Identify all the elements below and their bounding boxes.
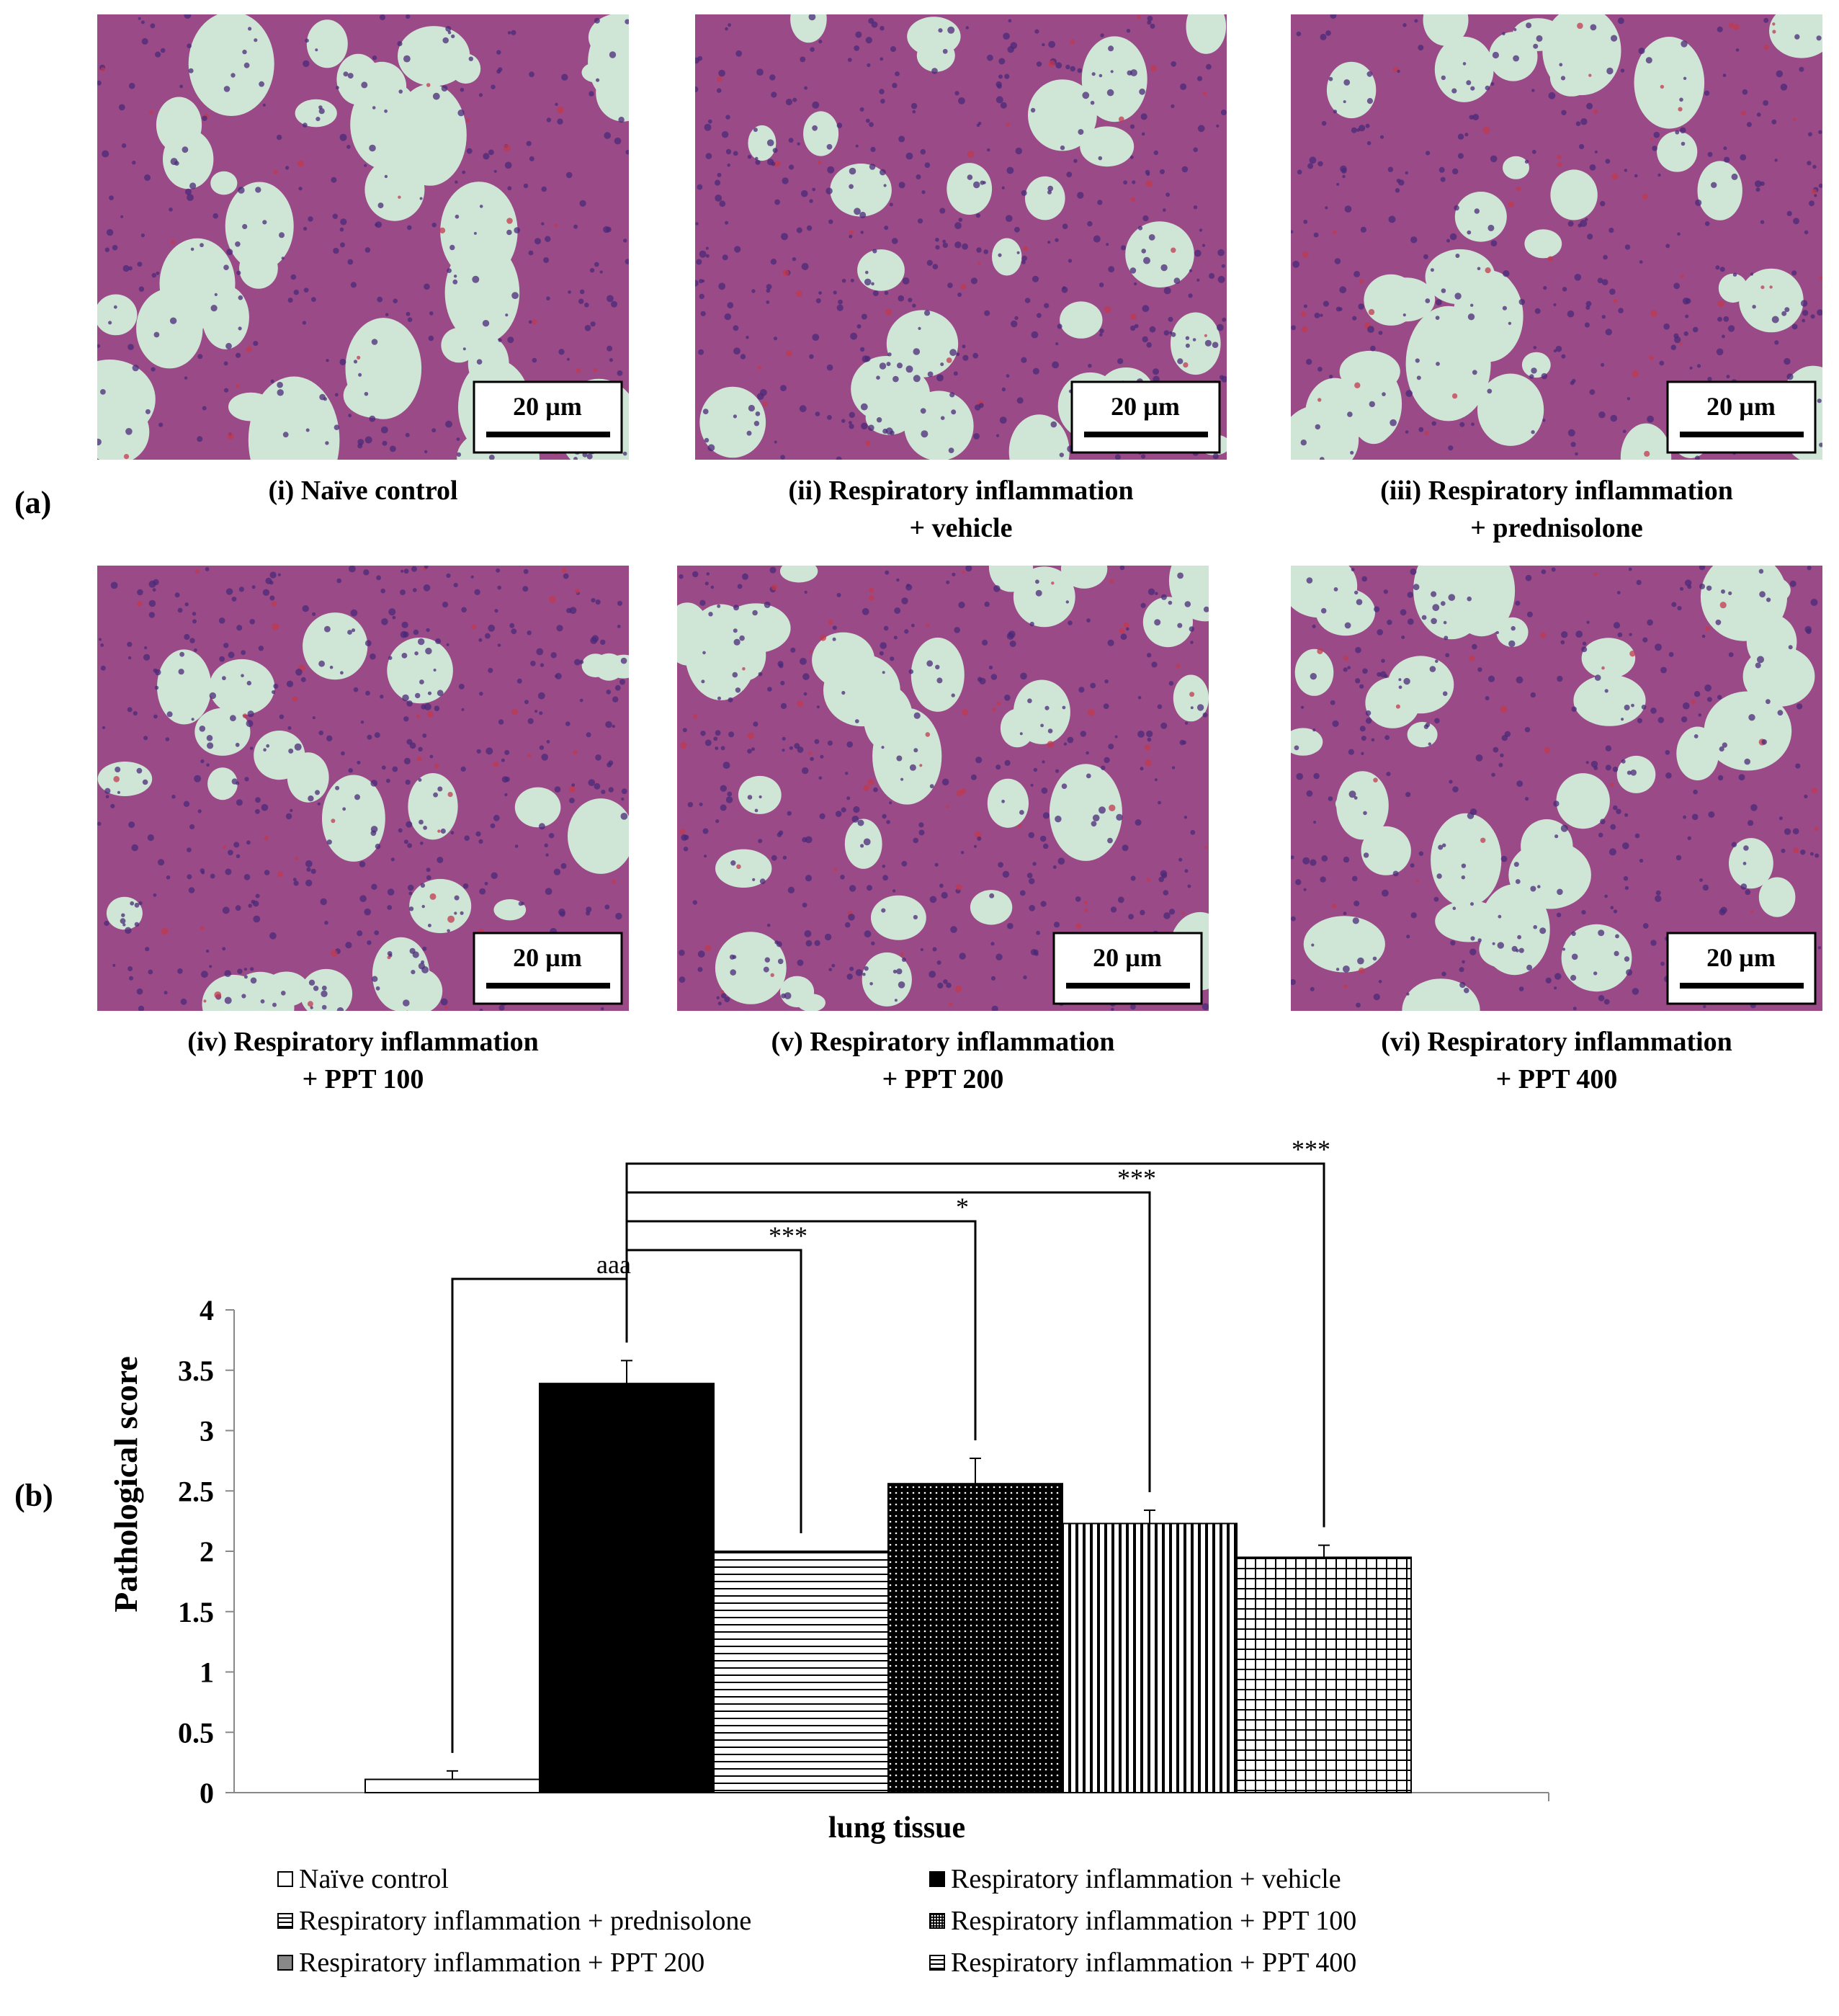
y-tick-label: 4 — [200, 1294, 214, 1326]
bar-6 — [1236, 1556, 1412, 1793]
micrograph-caption-1: (i) Naïve control — [39, 472, 687, 509]
y-tick-label: 2 — [200, 1535, 214, 1568]
caption-line: (iii) Respiratory inflammation — [1380, 476, 1733, 506]
caption-line: + prednisolone — [1470, 513, 1643, 543]
significance-label: aaa — [596, 1250, 631, 1279]
y-tick-label: 0.5 — [178, 1716, 214, 1749]
legend-swatch — [929, 1871, 945, 1887]
legend-swatch — [929, 1955, 945, 1971]
bar-3 — [713, 1551, 889, 1793]
significance-bracket — [625, 1162, 1325, 1527]
y-tick-label: 3.5 — [178, 1355, 214, 1387]
legend-label: Respiratory inflammation + prednisolone — [299, 1906, 752, 1936]
micrograph-3: 20 µm — [1291, 14, 1822, 460]
micrograph-1: 20 µm — [97, 14, 629, 460]
significance-label: *** — [769, 1221, 807, 1250]
caption-line: (i) Naïve control — [268, 476, 458, 506]
caption-line: + vehicle — [909, 513, 1013, 543]
scale-bar-label: 20 µm — [513, 392, 582, 421]
legend-swatch — [277, 1871, 293, 1887]
scale-bar-label: 20 µm — [1111, 392, 1180, 421]
micrograph-6: 20 µm — [1291, 566, 1822, 1011]
significance-label: * — [956, 1192, 969, 1221]
micrograph-caption-5: (v) Respiratory inflammation + PPT 200 — [619, 1023, 1267, 1098]
y-tick-label: 0 — [200, 1777, 214, 1809]
bar-4 — [887, 1483, 1063, 1793]
legend-label: Respiratory inflammation + PPT 400 — [951, 1948, 1357, 1978]
y-tick-label: 2.5 — [178, 1475, 214, 1507]
legend-item-2: Respiratory inflammation + vehicle — [929, 1863, 1341, 1895]
scale-bar-label: 20 µm — [1093, 943, 1162, 972]
panel-a-label: (a) — [14, 485, 52, 520]
scale-bar-label: 20 µm — [1706, 943, 1776, 972]
scale-bar-label: 20 µm — [513, 943, 582, 972]
caption-line: (v) Respiratory inflammation — [771, 1027, 1115, 1057]
caption-line: (ii) Respiratory inflammation — [788, 476, 1134, 506]
significance-label: *** — [1292, 1135, 1330, 1164]
legend-label: Respiratory inflammation + vehicle — [951, 1864, 1341, 1894]
y-tick-label: 1 — [200, 1656, 214, 1689]
significance-label: *** — [1117, 1164, 1156, 1192]
caption-line: (iv) Respiratory inflammation — [187, 1027, 539, 1057]
legend-item-4: Respiratory inflammation + PPT 100 — [929, 1905, 1356, 1937]
legend-item-6: Respiratory inflammation + PPT 400 — [929, 1947, 1356, 1979]
micrograph-4: 20 µm — [97, 566, 629, 1011]
bar-2 — [539, 1383, 715, 1793]
legend-label: Respiratory inflammation + PPT 200 — [299, 1948, 705, 1978]
micrograph-caption-2: (ii) Respiratory inflammation + vehicle — [637, 472, 1285, 547]
x-axis-label: lung tissue — [828, 1811, 965, 1845]
legend-item-3: Respiratory inflammation + prednisolone — [277, 1905, 751, 1937]
micrograph-caption-3: (iii) Respiratory inflammation + predniso… — [1232, 472, 1839, 547]
micrograph-caption-6: (vi) Respiratory inflammation + PPT 400 — [1232, 1023, 1839, 1098]
legend-swatch — [277, 1913, 293, 1929]
bar-5 — [1062, 1522, 1238, 1793]
caption-line: + PPT 200 — [882, 1064, 1004, 1094]
legend-label: Respiratory inflammation + PPT 100 — [951, 1906, 1357, 1936]
legend-swatch — [277, 1955, 293, 1971]
y-tick-label: 3 — [200, 1415, 214, 1448]
significance-bracket — [451, 1277, 628, 1753]
caption-line: + PPT 400 — [1495, 1064, 1618, 1094]
legend-swatch — [929, 1913, 945, 1929]
scale-bar-label: 20 µm — [1706, 392, 1776, 421]
panel-b-label: (b) — [14, 1478, 53, 1513]
caption-line: (vi) Respiratory inflammation — [1381, 1027, 1732, 1057]
pathological-score-chart: 00.511.522.533.54 aaa********** Patholog… — [107, 1135, 1549, 1845]
legend-item-5: Respiratory inflammation + PPT 200 — [277, 1947, 704, 1979]
micrograph-caption-4: (iv) Respiratory inflammation + PPT 100 — [39, 1023, 687, 1098]
bar-1 — [364, 1778, 540, 1794]
legend-item-1: Naïve control — [277, 1863, 449, 1895]
micrograph-2: 20 µm — [695, 14, 1227, 460]
micrograph-5: 20 µm — [677, 566, 1209, 1011]
y-axis-label: Pathological score — [107, 1356, 144, 1613]
caption-line: + PPT 100 — [302, 1064, 424, 1094]
y-tick-label: 1.5 — [178, 1596, 214, 1628]
legend-label: Naïve control — [299, 1864, 449, 1894]
